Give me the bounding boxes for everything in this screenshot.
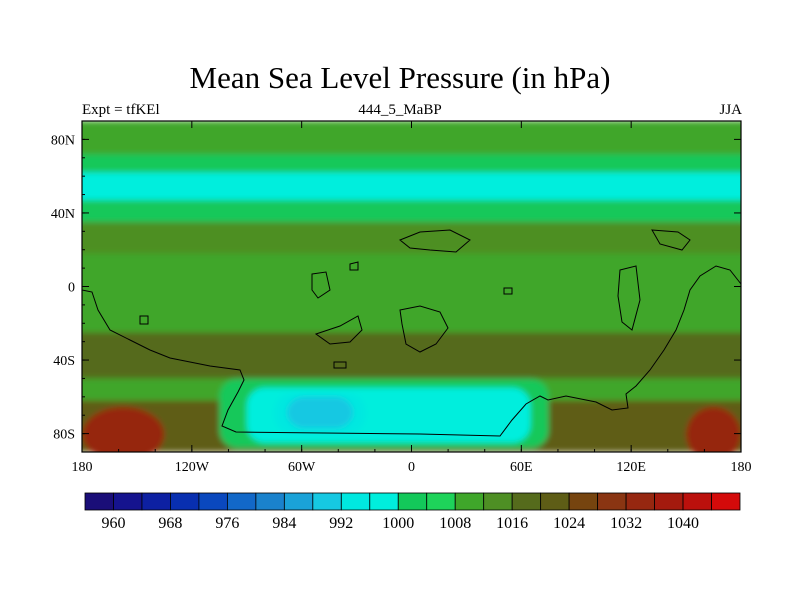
colorbar-swatch [84, 492, 114, 511]
x-axis: 180 120W 60W 0 60E 120E 180 [72, 121, 752, 475]
high-pressure-cell-1 [686, 406, 741, 452]
colorbar-swatch [540, 492, 570, 511]
chart-title: Mean Sea Level Pressure (in hPa) [189, 60, 611, 95]
season-label: JJA [719, 102, 742, 118]
x-tick-label: 60E [510, 460, 533, 475]
colorbar-label: 968 [158, 515, 182, 532]
y-axis: 80N 40N 0 40S 80S [51, 120, 741, 453]
colorbar-swatch [113, 492, 143, 511]
colorbar-swatch [198, 492, 228, 511]
coastline-outline [82, 229, 741, 437]
y-tick-label: 40S [53, 354, 75, 369]
colorbar-swatch [654, 492, 684, 511]
colorbar-swatch [340, 492, 371, 511]
pressure-field [82, 121, 741, 452]
colorbar-swatch [397, 492, 428, 511]
colorbar-swatch [369, 492, 399, 511]
x-tick-label: 120W [175, 460, 210, 475]
experiment-label: Expt = tfKEl [82, 102, 160, 118]
colorbar: 960 968 976 984 992 1000 1008 1016 1024 1032 1040 [84, 492, 741, 532]
colorbar-label: 984 [272, 515, 296, 532]
y-tick-label: 80S [53, 428, 75, 443]
colorbar-label: 1032 [610, 515, 642, 532]
colorbar-swatch [711, 492, 741, 511]
x-tick-label: 180 [731, 460, 752, 475]
colorbar-swatch [597, 492, 627, 511]
colorbar-label: 960 [101, 515, 125, 532]
pressure-band-2 [82, 172, 741, 201]
pressure-band-4 [82, 253, 741, 333]
colorbar-swatch [682, 492, 712, 511]
colorbar-swatch [454, 492, 485, 511]
colorbar-label: 1000 [382, 515, 414, 532]
colorbar-swatch [511, 492, 542, 511]
colorbar-swatch [625, 492, 655, 511]
colorbar-label: 1016 [496, 515, 528, 532]
pressure-band-3 [82, 222, 741, 254]
colorbar-swatch [568, 492, 599, 511]
colorbar-swatch [170, 492, 200, 511]
colorbar-label: 992 [329, 515, 353, 532]
x-tick-label: 120E [616, 460, 646, 475]
y-tick-label: 0 [68, 281, 75, 296]
colorbar-swatch [226, 492, 257, 511]
high-pressure-cell-0 [82, 406, 165, 452]
colorbar-swatch [426, 492, 456, 511]
colorbar-swatch [255, 492, 285, 511]
colorbar-swatch [312, 492, 342, 511]
colorbar-swatch [283, 492, 314, 511]
y-tick-label: 80N [51, 133, 75, 148]
x-tick-label: 180 [72, 460, 93, 475]
pressure-band-5 [82, 332, 741, 379]
colorbar-label: 1008 [439, 515, 471, 532]
colorbar-swatch [483, 492, 513, 511]
polar-low-contour-3 [287, 396, 353, 429]
x-tick-label: 0 [408, 460, 415, 475]
y-tick-label: 40N [51, 207, 75, 222]
colorbar-label: 1040 [667, 515, 699, 532]
period-label: 444_5_MaBP [358, 102, 442, 118]
colorbar-label: 1024 [553, 515, 585, 532]
x-tick-label: 60W [288, 460, 316, 475]
colorbar-label: 976 [215, 515, 239, 532]
colorbar-swatch [141, 492, 171, 511]
